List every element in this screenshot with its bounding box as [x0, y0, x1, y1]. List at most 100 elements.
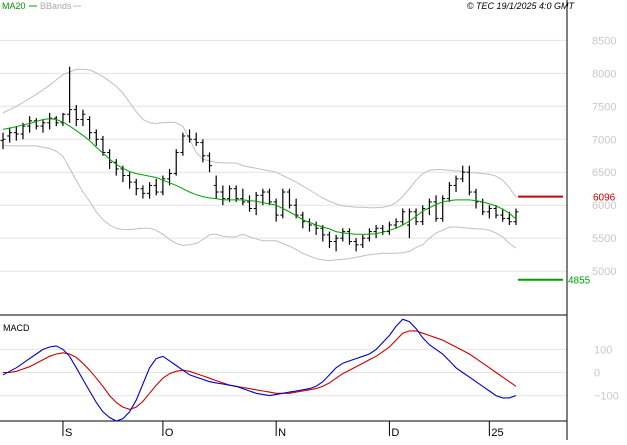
x-tick-label: S: [65, 427, 72, 439]
ma20-line: [2, 118, 517, 235]
ohlc-bar: [466, 165, 472, 196]
macd-lines: [2, 318, 517, 422]
ohlc-bar: [400, 208, 406, 225]
chart-frame: [0, 0, 568, 440]
x-tick-label: O: [165, 427, 174, 439]
x-tick-label: N: [278, 427, 286, 439]
ohlc-bar: [153, 178, 159, 196]
ohlc-bar: [353, 238, 359, 252]
ohlc-bar: [200, 139, 206, 163]
ohlc-bar: [440, 195, 446, 222]
macd-signal-line: [3, 330, 517, 410]
price-tick-label: 7000: [592, 134, 616, 146]
source-timestamp: © TEC 19/1/2025 4:0 GMT: [467, 1, 576, 11]
ohlc-bar: [380, 224, 386, 235]
ohlc-bar: [240, 188, 246, 206]
ohlc-bar: [500, 208, 506, 222]
ohlc-bar: [140, 185, 146, 199]
ohlc-bar: [213, 175, 219, 199]
ohlc-bar: [160, 175, 166, 196]
ohlc-bar: [340, 228, 346, 242]
ohlc-bar: [233, 185, 239, 202]
ohlc-bar: [47, 112, 53, 130]
ohlc-bar: [453, 175, 459, 193]
ohlc-bar: [266, 188, 272, 206]
macd-tick-label: 100: [594, 344, 612, 356]
support-resistance-levels: 6096 4855: [518, 193, 616, 287]
macd-tick-label: 0: [594, 367, 600, 379]
ohlc-bar: [386, 221, 392, 235]
bbands-legend-label: BBands: [40, 1, 72, 11]
price-tick-label: 6500: [592, 167, 616, 179]
ohlc-bar: [73, 104, 79, 127]
bollinger-bands: [2, 68, 517, 262]
ohlc-bar: [87, 116, 93, 140]
ohlc-bar: [147, 182, 153, 199]
grid-lines: [0, 39, 567, 397]
x-tick-label: D: [391, 427, 399, 439]
ohlc-bar: [373, 224, 379, 239]
ohlc-bar: [27, 116, 33, 133]
price-tick-label: 8000: [592, 68, 616, 80]
ohlc-bar: [293, 198, 299, 219]
macd-line: [2, 318, 517, 422]
price-tick-label: 7500: [592, 101, 616, 113]
ohlc-bar: [320, 224, 326, 242]
ohlc-bar: [0, 132, 6, 150]
bbands-upper-line: [2, 68, 517, 209]
ohlc-bar: [227, 185, 233, 202]
ohlc-bar: [420, 205, 426, 225]
price-tick-label: 6000: [592, 200, 616, 212]
ohlc-bar: [127, 172, 133, 189]
ohlc-bar: [360, 234, 366, 249]
macd-panel-label: MACD: [3, 323, 30, 333]
ohlc-bar: [220, 185, 226, 206]
bbands-lower-line: [2, 144, 517, 262]
ohlc-bar: [180, 132, 186, 156]
ohlc-bar: [346, 228, 352, 245]
ohlc-bar: [7, 127, 13, 143]
ohlc-bar: [60, 112, 66, 127]
ohlc-bar: [286, 188, 292, 209]
ohlc-bar: [207, 152, 213, 173]
ohlc-bar: [306, 218, 312, 232]
ma20-line: [2, 118, 517, 235]
ma20-legend-label: MA20: [2, 1, 26, 11]
ohlc-bar: [20, 122, 26, 140]
ohlc-bar: [193, 132, 199, 146]
ohlc-bar: [446, 182, 452, 202]
ohlc-bar: [113, 159, 119, 176]
ohlc-bar: [313, 221, 319, 235]
resistance-level-label: 6096: [593, 193, 616, 204]
price-tick-label: 5000: [592, 266, 616, 278]
ohlc-bar: [280, 188, 286, 219]
x-tick-label: 25: [491, 427, 503, 439]
ohlc-bar: [53, 116, 59, 127]
ohlc-bar: [513, 208, 519, 225]
ohlc-bar: [486, 205, 492, 219]
axis-labels: 5000 5500 6000 6500 7000 7500 8000 8500 100 0 −100…: [65, 35, 619, 439]
support-level-label: 4855: [568, 276, 591, 287]
ohlc-bar: [253, 192, 259, 216]
ohlc-bar: [460, 165, 466, 183]
ohlc-bar: [393, 218, 399, 229]
ohlc-bar: [247, 195, 253, 212]
ohlc-bar: [273, 198, 279, 222]
ohlc-bar: [133, 178, 139, 196]
ohlc-bar: [67, 66, 73, 123]
ohlc-bar: [33, 118, 39, 130]
price-tick-label: 8500: [592, 35, 616, 47]
ohlc-bar: [13, 126, 19, 141]
price-tick-label: 5500: [592, 233, 616, 245]
ohlc-bar: [506, 211, 512, 225]
macd-tick-label: −100: [594, 391, 619, 403]
ohlc-bar: [333, 234, 339, 252]
ohlc-bar: [433, 195, 439, 222]
ohlc-bar: [406, 208, 412, 239]
ohlc-bar: [173, 149, 179, 176]
ohlc-bar: [93, 129, 99, 146]
ohlc-bar: [80, 109, 86, 127]
ohlc-bar: [187, 129, 193, 143]
